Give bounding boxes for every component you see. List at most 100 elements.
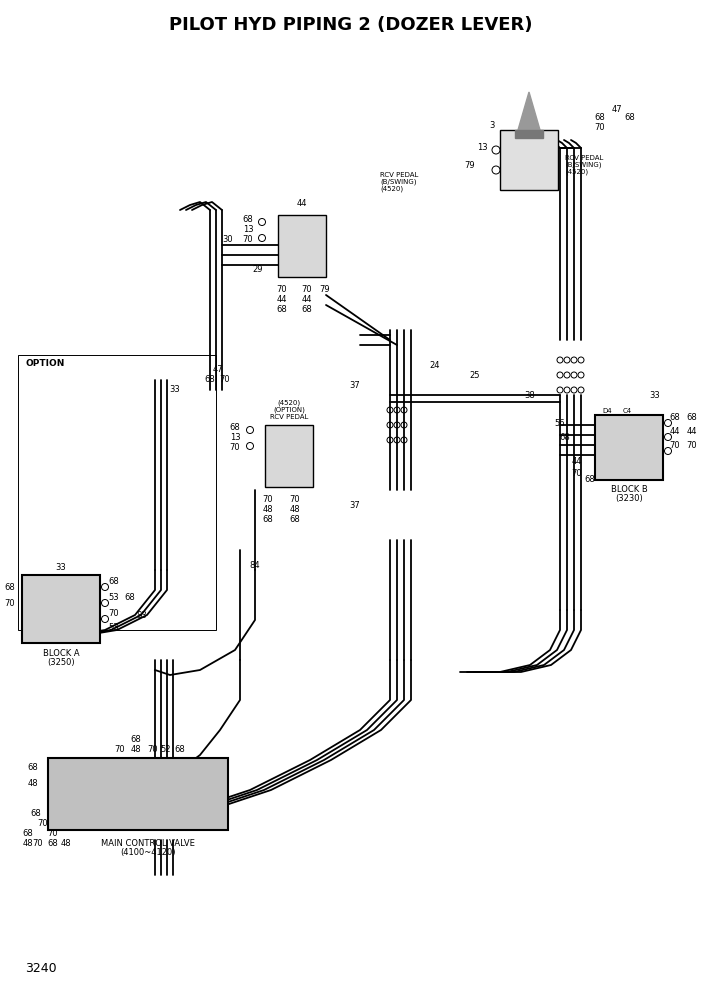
Text: 48: 48 [27,779,39,788]
Bar [22,575,100,643]
Text: 47: 47 [611,105,622,114]
Text: 25: 25 [470,370,480,380]
Text: 33: 33 [649,391,661,400]
Text: 3: 3 [489,120,495,130]
Text: 70: 70 [230,443,240,452]
Text: 70: 70 [290,495,300,505]
Text: P2: P2 [59,790,67,796]
Text: 47: 47 [213,365,223,375]
Text: RCV PEDAL: RCV PEDAL [565,155,604,161]
Text: P: P [312,250,316,256]
Text: 68: 68 [625,113,635,122]
Text: C1: C1 [655,432,664,438]
Text: C4: C4 [623,408,632,414]
Text: RCV PEDAL: RCV PEDAL [270,414,308,420]
Text: 68: 68 [48,838,58,847]
Text: (4520): (4520) [380,186,403,192]
Text: 48: 48 [22,838,33,847]
Text: 30: 30 [223,235,233,244]
Text: 68: 68 [198,774,208,783]
Text: 48: 48 [53,818,63,827]
Text: (B/SWING): (B/SWING) [565,162,602,169]
Text: Pa1: Pa1 [178,810,190,816]
Text: 48: 48 [60,838,72,847]
Text: (4100~4120): (4100~4120) [120,847,176,856]
Text: 48: 48 [290,506,300,515]
Text: 70: 70 [595,123,605,133]
Text: Pb1: Pb1 [93,810,107,816]
Text: 68: 68 [109,577,119,586]
Text: 29: 29 [253,266,263,275]
Text: 70: 70 [147,746,159,755]
Bar [18,355,216,630]
Text: 33: 33 [55,562,67,571]
Text: (3250): (3250) [47,658,75,667]
Text: 70: 70 [277,286,287,295]
Text: 68: 68 [302,306,312,314]
Text: 68: 68 [27,764,39,773]
Text: 84: 84 [250,560,260,569]
Text: 48: 48 [263,506,273,515]
Text: T: T [542,145,546,151]
Text: 70: 70 [302,286,312,295]
Text: 68: 68 [263,516,273,525]
Text: Pa4: Pa4 [178,765,190,771]
Text: Pa3: Pa3 [178,783,190,789]
Text: 37: 37 [350,381,360,390]
Text: 68: 68 [670,414,680,423]
Polygon shape [515,130,543,138]
Polygon shape [518,92,540,130]
Text: 38: 38 [524,391,536,400]
Text: 70: 70 [38,818,48,827]
Text: 68: 68 [131,735,141,745]
Text: PILOT HYD PIPING 2 (DOZER LEVER): PILOT HYD PIPING 2 (DOZER LEVER) [169,16,533,34]
Text: 52: 52 [161,746,171,755]
Text: 44: 44 [687,428,697,436]
Bar [595,415,663,480]
Text: P: P [299,460,303,466]
Text: 68: 68 [290,516,300,525]
Text: 70: 70 [5,598,15,607]
Text: BLOCK B: BLOCK B [611,485,647,494]
Text: 24: 24 [430,360,440,369]
Text: 70: 70 [114,746,126,755]
Text: (3230): (3230) [615,494,643,504]
Text: OPTION: OPTION [26,359,65,368]
Text: 48: 48 [198,789,208,798]
Text: 68: 68 [230,424,240,433]
Text: 68: 68 [243,215,253,224]
Text: 70: 70 [48,828,58,837]
Text: 44: 44 [302,296,312,305]
Text: 70: 70 [571,468,583,477]
Text: 68: 68 [277,306,287,314]
Text: 70: 70 [67,626,77,635]
Text: P: P [542,167,546,173]
Text: 70: 70 [33,838,44,847]
Text: 79: 79 [319,286,331,295]
Text: (OPTION): (OPTION) [273,407,305,414]
Text: T: T [299,437,303,443]
Text: 70: 70 [687,441,697,450]
Text: 70: 70 [109,608,119,617]
Text: 68: 68 [204,376,216,385]
Text: 44: 44 [670,428,680,436]
Text: RCV PEDAL: RCV PEDAL [380,172,418,178]
Text: T: T [312,227,316,233]
Text: 68: 68 [585,475,595,484]
Text: (4520): (4520) [565,169,588,176]
Text: 68: 68 [687,414,697,423]
Text: (4520): (4520) [277,400,300,407]
Text: 68: 68 [125,593,135,602]
Text: 33: 33 [170,386,180,395]
Text: P3: P3 [27,637,36,643]
Text: BLOCK A: BLOCK A [43,649,79,658]
Text: 44: 44 [297,198,307,207]
Text: 60: 60 [128,789,138,798]
Text: 68: 68 [595,113,605,122]
Text: 53: 53 [109,593,119,602]
Text: MAIN CONTROL VALVE: MAIN CONTROL VALVE [101,838,195,847]
Bar [500,130,558,190]
Text: 13: 13 [243,225,253,234]
Text: 68: 68 [175,746,185,755]
Text: 68: 68 [22,828,34,837]
